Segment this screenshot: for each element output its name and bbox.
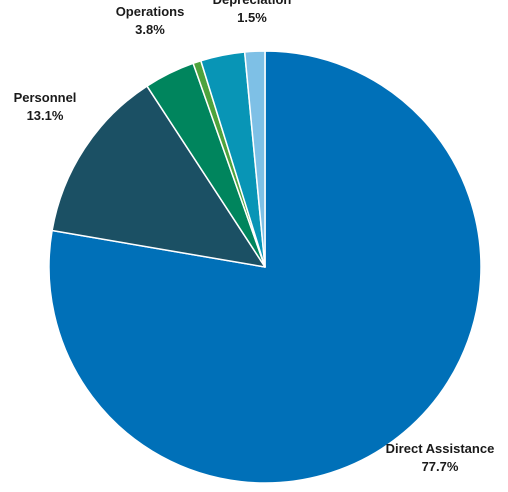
label-depreciation-value: 1.5%: [237, 10, 267, 25]
pie-slices: [48, 50, 482, 484]
label-direct-assistance-value: 77.7%: [422, 459, 459, 474]
label-direct-assistance-name: Direct Assistance: [386, 441, 495, 456]
pie-slice-depreciation: [243, 50, 266, 268]
label-depreciation-name: Depreciation: [213, 0, 292, 7]
pie-slice-personnel: [51, 85, 266, 268]
label-operations-value: 3.8%: [135, 22, 165, 37]
label-operations-name: Operations: [116, 4, 185, 19]
pie-labels: Direct Assistance 77.7% Personnel 13.1% Oper…: [14, 0, 495, 474]
label-personnel-value: 13.1%: [27, 108, 64, 123]
label-personnel-name: Personnel: [14, 90, 77, 105]
